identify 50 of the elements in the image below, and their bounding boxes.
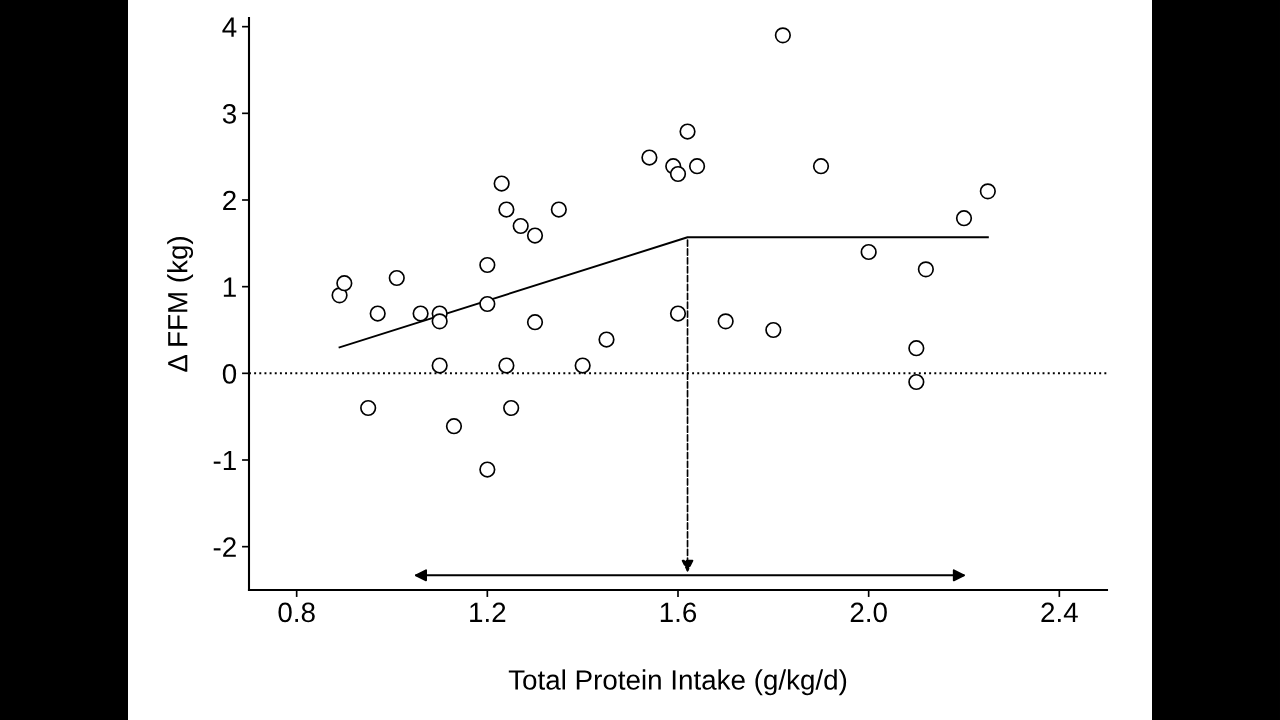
y-tick-label: 3 — [222, 104, 236, 124]
point — [479, 295, 496, 313]
point — [979, 183, 996, 200]
y-tick-label: -1 — [213, 450, 236, 471]
point — [336, 275, 353, 292]
point — [431, 357, 448, 374]
point — [955, 210, 973, 227]
point — [445, 418, 463, 435]
point — [679, 123, 696, 140]
point — [388, 269, 405, 287]
y-tick-label: 4 — [222, 17, 237, 37]
point — [360, 399, 377, 417]
point — [812, 158, 830, 175]
point — [669, 165, 687, 183]
point — [479, 461, 496, 478]
x-tick-label: 2.0 — [850, 602, 887, 623]
point — [774, 27, 791, 44]
point — [688, 158, 706, 175]
point — [526, 227, 544, 244]
point — [498, 201, 515, 218]
x-tick-label: 0.8 — [278, 602, 315, 623]
y-tick-label: 1 — [223, 277, 236, 297]
x-tick-label: 1.6 — [660, 602, 697, 623]
point — [498, 357, 515, 374]
point — [431, 313, 448, 330]
point — [765, 321, 782, 339]
point — [917, 261, 934, 278]
y-tick-label: -2 — [213, 537, 236, 557]
point — [669, 305, 687, 322]
point — [908, 373, 925, 391]
point — [369, 305, 386, 322]
y-axis-title: Δ FFM (kg) — [167, 237, 194, 372]
point — [503, 399, 520, 417]
point — [574, 357, 591, 374]
point — [493, 175, 510, 192]
point — [908, 340, 925, 357]
point — [641, 149, 658, 166]
point — [550, 201, 567, 218]
x-tick-label: 1.2 — [470, 602, 506, 622]
point — [512, 217, 529, 235]
y-tick-label: 2 — [223, 190, 236, 211]
point — [860, 243, 877, 261]
point — [526, 314, 544, 331]
point — [412, 305, 429, 322]
x-tick-label: 2.4 — [1041, 602, 1078, 622]
point — [717, 313, 734, 330]
y-tick-label: 0 — [222, 364, 237, 384]
point — [479, 256, 496, 274]
point — [598, 331, 615, 348]
x-axis-title: Total Protein Intake (g/kg/d) — [508, 669, 847, 696]
